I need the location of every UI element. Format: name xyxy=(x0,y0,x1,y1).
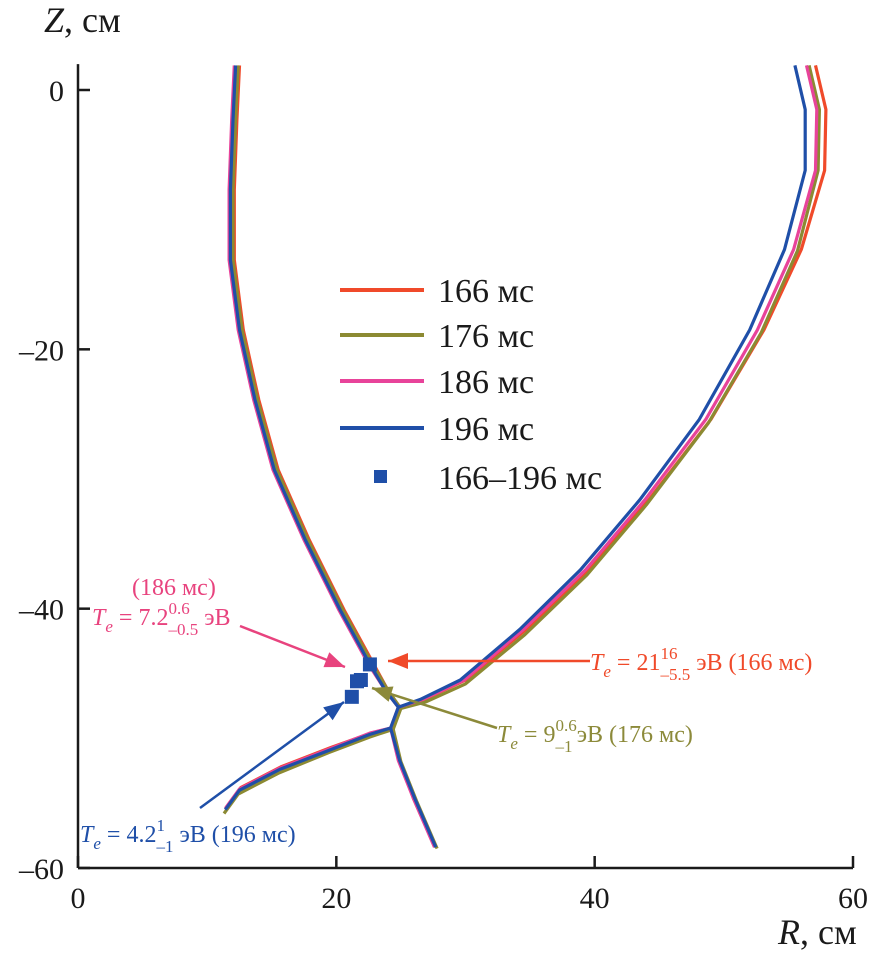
data-point xyxy=(344,689,359,704)
series-line-196 xyxy=(228,65,400,729)
legend-label: 176 мс xyxy=(438,318,534,355)
x-axis-label: R, см xyxy=(777,912,857,952)
legend-label: 186 мс xyxy=(438,364,534,401)
te-var: T xyxy=(590,650,605,676)
measurement-points xyxy=(344,657,377,704)
te-value: = 21 xyxy=(611,650,661,676)
data-point xyxy=(350,674,364,689)
annotation-arrow xyxy=(371,686,498,730)
te-subscript: e xyxy=(510,734,518,753)
annotation-te: Te = 7.20.6 –0.5 эВ xyxy=(92,599,231,639)
arrow-head xyxy=(372,686,394,702)
te-value: = 9 xyxy=(518,722,556,748)
separatrix-curves xyxy=(222,65,828,850)
annotation-arrow xyxy=(199,700,345,810)
arrow-head xyxy=(323,652,345,668)
te-err-plus: 0.6 xyxy=(168,599,189,618)
series-line-196 xyxy=(224,726,392,811)
te-err-plus: 0.6 xyxy=(555,716,576,735)
series-line-176 xyxy=(391,728,439,850)
te-unit: эВ xyxy=(198,605,230,631)
series-line-176 xyxy=(400,65,821,711)
annotation-te: Te = 4.21 –1 эВ (196 мс) xyxy=(80,816,296,856)
x-tick-label: 20 xyxy=(321,882,351,915)
legend-marker xyxy=(374,470,387,483)
series-line-166 xyxy=(225,726,393,809)
legend-label: 166–196 мс xyxy=(438,460,602,497)
te-err-minus: –0.5 xyxy=(167,620,198,639)
series-line-196 xyxy=(389,727,438,848)
x-tick-label: 0 xyxy=(71,882,86,915)
te-subscript: e xyxy=(105,617,113,636)
te-subscript: e xyxy=(603,662,611,681)
axes: 0–20–40–600 20 40 60 xyxy=(18,64,868,915)
x-tick-label: 40 xyxy=(580,882,610,915)
y-axis-label: Z, см xyxy=(44,0,121,40)
te-value: = 4.2 xyxy=(101,822,157,848)
annotation-time: (186 мс) xyxy=(132,575,216,601)
te-var: T xyxy=(92,605,107,631)
te-var: T xyxy=(497,722,512,748)
legend-label: 196 мс xyxy=(438,411,534,448)
y-tick-label: 0 xyxy=(49,75,64,108)
annotation-te: Te = 2116 –5.5 эВ (166 мс) xyxy=(590,644,812,684)
y-tick-label: –60 xyxy=(18,853,64,886)
annotation-te: Te = 90.6 –1 эВ (176 мс) xyxy=(497,716,693,756)
te-subscript: e xyxy=(93,834,101,853)
te-err-minus: –1 xyxy=(155,837,173,856)
te-err-minus: –1 xyxy=(554,737,572,756)
legend-label: 166 мс xyxy=(438,273,534,310)
y-tick-label: –40 xyxy=(18,594,64,627)
te-err-minus: –5.5 xyxy=(659,665,690,684)
x-tick-label: 60 xyxy=(838,882,868,915)
te-err-plus: 16 xyxy=(660,644,677,663)
series-line-176 xyxy=(231,65,403,730)
te-err-plus: 1 xyxy=(156,816,165,835)
series-line-166 xyxy=(232,65,402,729)
te-unit: эВ (166 мс) xyxy=(690,650,812,676)
te-unit: эВ (176 мс) xyxy=(577,722,693,748)
data-point xyxy=(362,657,377,672)
te-var: T xyxy=(80,822,95,848)
legend: 166 мс 176 мс 186 мс 196 мс 166–196 мс xyxy=(340,273,602,497)
te-value: = 7.2 xyxy=(113,605,169,631)
y-tick-label: –20 xyxy=(18,334,64,367)
te-unit: эВ (196 мс) xyxy=(173,822,295,848)
arrow-head xyxy=(323,702,344,721)
series-line-196 xyxy=(397,65,807,709)
series-line-186 xyxy=(397,65,819,709)
arrow-head xyxy=(388,653,408,669)
